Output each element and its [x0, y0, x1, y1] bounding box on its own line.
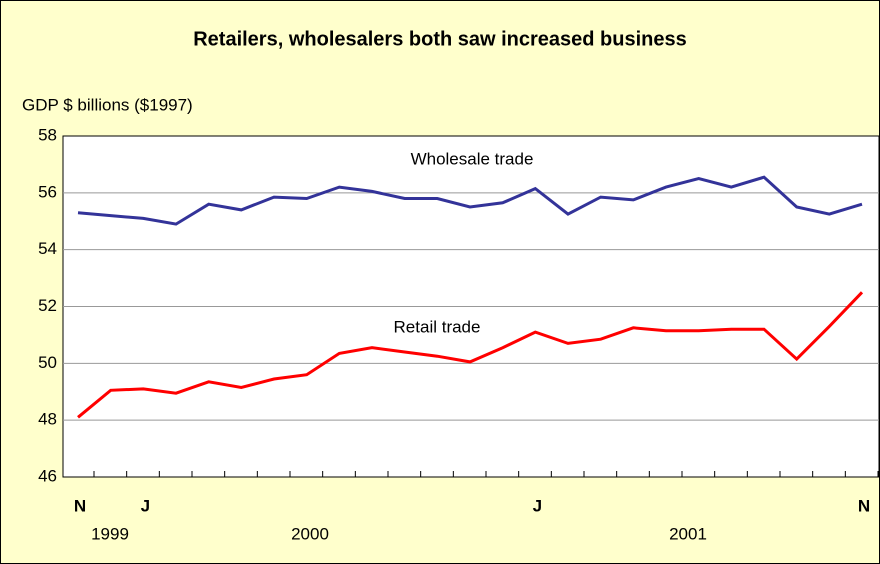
- chart-title: Retailers, wholesalers both saw increase…: [193, 28, 687, 50]
- y-tick-label: 52: [38, 296, 57, 315]
- y-tick-label: 50: [38, 353, 57, 372]
- y-tick-label: 56: [38, 182, 57, 201]
- year-label: 2001: [669, 524, 707, 543]
- y-tick-label: 58: [38, 125, 57, 144]
- x-tick-label: N: [858, 496, 870, 515]
- series-label: Wholesale trade: [411, 149, 534, 168]
- x-tick-label: J: [141, 496, 150, 515]
- year-label: 1999: [91, 524, 129, 543]
- y-tick-label: 46: [38, 466, 57, 485]
- series-line: [77, 291, 864, 419]
- year-label: 2000: [291, 524, 329, 543]
- series-label: Retail trade: [394, 317, 481, 336]
- x-tick-label: J: [533, 496, 542, 515]
- x-tick-label: N: [74, 496, 86, 515]
- y-tick-label: 48: [38, 410, 57, 429]
- y-tick-label: 54: [38, 239, 57, 258]
- series-line: [77, 175, 863, 226]
- y-axis-label: GDP $ billions ($1997): [22, 95, 193, 114]
